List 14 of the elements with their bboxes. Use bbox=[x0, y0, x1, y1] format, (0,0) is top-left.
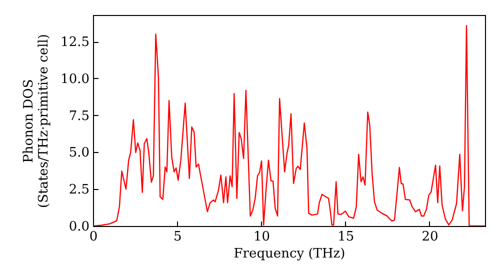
line-series bbox=[93, 25, 485, 226]
y-tick-label: 7.5 bbox=[68, 108, 90, 124]
y-tick-label: 0.0 bbox=[68, 220, 90, 234]
y-axis-title: Phonon DOS (States/THz·primitive cell) bbox=[22, 34, 52, 208]
y-tick-label: 5.0 bbox=[68, 146, 90, 161]
x-tick-label: 0 bbox=[89, 230, 98, 244]
x-tick-label: 5 bbox=[173, 230, 182, 244]
x-tick-label: 20 bbox=[422, 230, 438, 244]
x-tick-label: 10 bbox=[253, 230, 270, 244]
y-tick-label: 2.5 bbox=[68, 182, 90, 198]
x-axis-title: Frequency (THz) bbox=[234, 246, 346, 262]
x-tick-label: 15 bbox=[338, 230, 354, 244]
y-tick-label: 12.5 bbox=[60, 35, 90, 50]
y-tick-label: 10.0 bbox=[60, 72, 90, 87]
